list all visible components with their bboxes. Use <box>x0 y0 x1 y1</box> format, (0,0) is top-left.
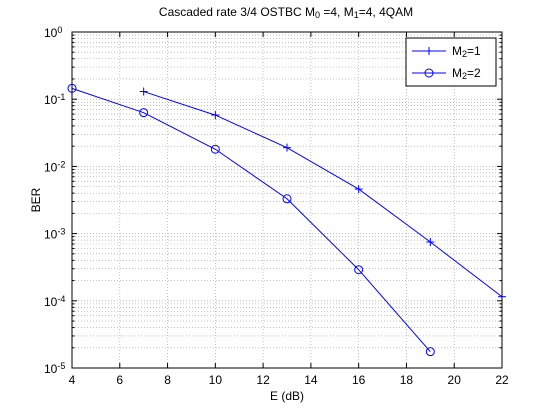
x-tick-label: 20 <box>448 373 462 387</box>
text-part: =4, 4QAM <box>359 5 413 19</box>
x-tick-labels: 4 6 8 10 12 14 16 18 20 22 <box>69 373 509 387</box>
data-point-circle <box>425 347 435 357</box>
y-tick-exponent: -4 <box>57 294 65 304</box>
grid <box>72 32 502 368</box>
x-tick-label: 12 <box>256 373 270 387</box>
data-point-plus <box>354 185 363 194</box>
ticks <box>71 31 503 369</box>
subscript-text: 1 <box>354 10 359 20</box>
text-part: =4, M <box>320 5 354 19</box>
series-line <box>143 91 503 298</box>
y-tick-label: 10-3 <box>44 227 65 242</box>
data-point-circle <box>282 194 292 204</box>
legend-item-1: M2=1 <box>412 44 481 59</box>
subscript-text: 2 <box>462 71 467 81</box>
y-tick-base: 10 <box>44 362 58 376</box>
y-tick-base: 10 <box>44 93 58 107</box>
x-tick-label: 22 <box>495 373 509 387</box>
chart-title: Cascaded rate 3/4 OSTBC M0 =4, M1=4, 4QA… <box>159 5 413 20</box>
text-part: Cascaded rate 3/4 OSTBC M <box>159 5 315 19</box>
data-point-plus <box>211 111 220 120</box>
y-tick-exponent: 0 <box>57 25 62 35</box>
x-axis-title: E (dB) <box>270 389 304 403</box>
y-tick-label: 10-2 <box>44 159 65 174</box>
legend-label: M2=2 <box>452 66 481 81</box>
legend-box <box>405 37 497 87</box>
text-part: =2 <box>467 66 481 80</box>
data-point-circle <box>139 108 149 118</box>
x-tick-label: 18 <box>400 373 414 387</box>
y-tick-base: 10 <box>44 26 58 40</box>
y-tick-base: 10 <box>44 228 58 242</box>
subscript-text: 2 <box>462 49 467 59</box>
plot-frame <box>71 31 503 369</box>
text-part: =1 <box>467 44 481 58</box>
y-tick-exponent: -1 <box>57 92 65 102</box>
x-tick-label: 4 <box>69 373 76 387</box>
subscript-text: 0 <box>315 10 320 20</box>
legend-label: M2=1 <box>452 44 481 59</box>
text-part: M <box>452 44 462 58</box>
y-tick-exponent: -3 <box>57 227 65 237</box>
text-part: M <box>452 66 462 80</box>
data-point-circle <box>424 68 434 78</box>
y-tick-label: 100 <box>44 25 62 40</box>
y-tick-label: 10-1 <box>44 92 65 107</box>
y-tick-exponent: -2 <box>57 159 65 169</box>
series-2 <box>67 83 435 357</box>
data-point-plus <box>425 47 433 55</box>
x-tick-label: 10 <box>209 373 223 387</box>
y-tick-label: 10-4 <box>44 294 65 309</box>
y-tick-label: 10-5 <box>44 361 65 376</box>
x-tick-label: 14 <box>304 373 318 387</box>
legend: M2=1M2=2 <box>405 37 497 87</box>
y-axis-title: BER <box>29 187 43 212</box>
x-tick-label: 8 <box>164 373 171 387</box>
x-tick-label: 16 <box>352 373 366 387</box>
y-tick-base: 10 <box>44 295 58 309</box>
data-point-circle <box>210 144 220 154</box>
x-tick-label: 6 <box>116 373 123 387</box>
data-point-plus <box>139 87 148 96</box>
legend-item-2: M2=2 <box>412 66 481 81</box>
y-tick-exponent: -5 <box>57 361 65 371</box>
series-line <box>71 87 431 352</box>
data-point-plus <box>426 237 435 246</box>
data-point-circle <box>354 265 364 275</box>
y-tick-base: 10 <box>44 160 58 174</box>
series-layer <box>67 83 506 357</box>
data-point-plus <box>283 143 291 152</box>
